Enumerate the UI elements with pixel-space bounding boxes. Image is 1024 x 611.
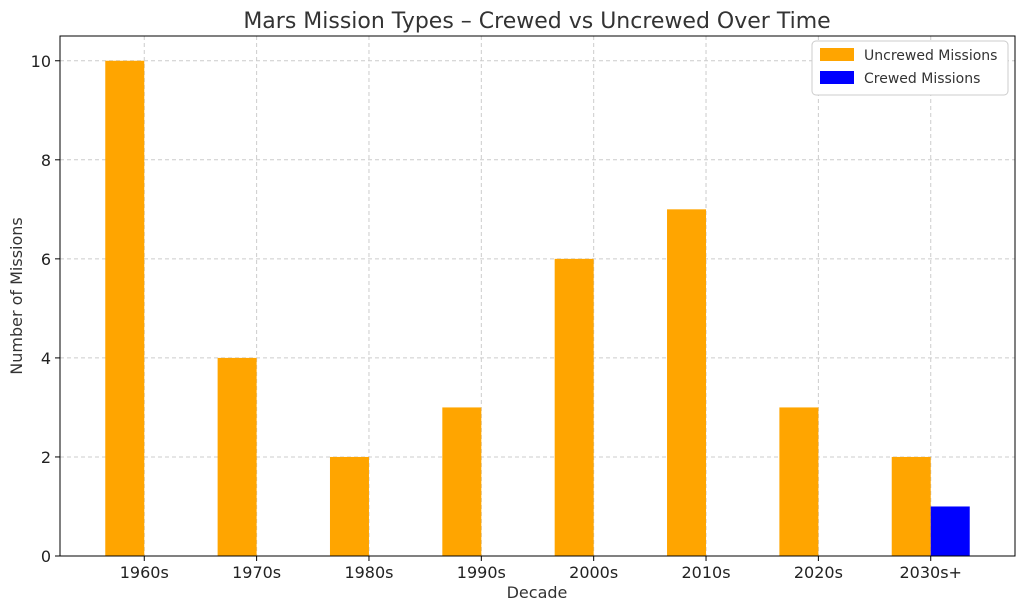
- x-tick-label: 2020s: [794, 563, 843, 582]
- bar-crewed: [930, 506, 970, 556]
- bar-uncrewed: [329, 456, 369, 556]
- x-tick-label: 2000s: [569, 563, 618, 582]
- y-tick-label: 6: [41, 250, 51, 269]
- y-tick-label: 0: [41, 547, 51, 566]
- bar-uncrewed: [779, 407, 819, 556]
- x-tick-label: 2010s: [681, 563, 730, 582]
- x-tick-label: 2030s+: [900, 563, 962, 582]
- x-tick-labels: 1960s 1970s 1980s 1990s 2000s 2010s 2020s 2030s…: [120, 556, 962, 582]
- y-axis-label: Number of Missions: [7, 217, 26, 375]
- bars: [105, 60, 970, 557]
- legend: Uncrewed Missions Crewed Missions: [811, 40, 1009, 96]
- bar-uncrewed: [442, 407, 482, 556]
- bar-uncrewed: [891, 456, 931, 556]
- bar-uncrewed: [667, 209, 707, 557]
- chart-title: Mars Mission Types – Crewed vs Uncrewed …: [243, 9, 830, 34]
- y-tick-label: 2: [41, 448, 51, 467]
- x-tick-label: 1980s: [344, 563, 393, 582]
- legend-label-crewed: Crewed Missions: [864, 71, 980, 87]
- y-tick-labels: 0 2 4 6 8 10: [31, 52, 60, 566]
- plot-frame: [59, 35, 1016, 557]
- bar-uncrewed: [105, 60, 145, 557]
- y-tick-label: 10: [31, 52, 51, 71]
- x-tick-label: 1960s: [120, 563, 169, 582]
- axes: [59, 35, 1016, 557]
- bar-uncrewed: [554, 258, 594, 556]
- x-axis-label: Decade: [507, 583, 568, 602]
- bar-uncrewed: [217, 357, 257, 556]
- legend-swatch-uncrewed: [820, 48, 854, 61]
- legend-label-uncrewed: Uncrewed Missions: [864, 48, 997, 64]
- x-tick-label: 1990s: [457, 563, 506, 582]
- y-tick-label: 8: [41, 151, 51, 170]
- legend-swatch-crewed: [820, 71, 854, 84]
- legend-box: [811, 40, 1009, 96]
- y-tick-label: 4: [41, 349, 51, 368]
- grid-lines: [60, 36, 1015, 557]
- x-tick-label: 1970s: [232, 563, 281, 582]
